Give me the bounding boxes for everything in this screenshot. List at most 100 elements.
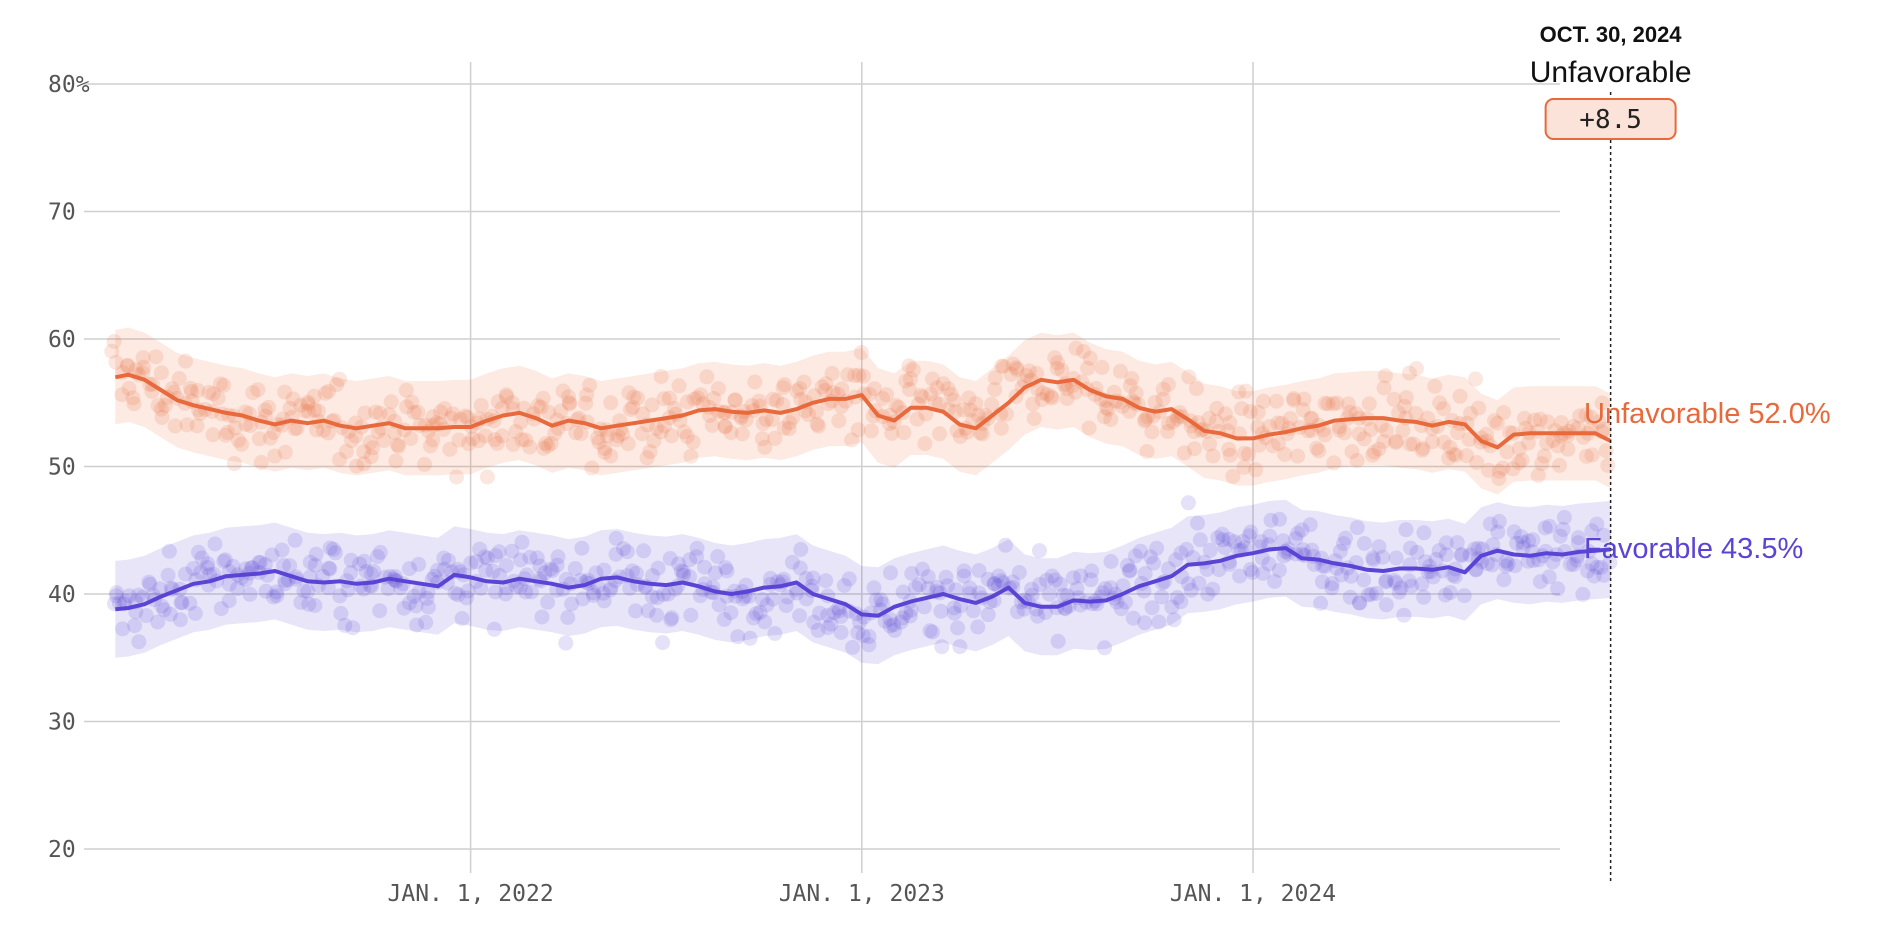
poll-dot xyxy=(1495,460,1511,476)
poll-dot xyxy=(784,554,800,570)
poll-dot xyxy=(358,564,374,579)
poll-dot xyxy=(1584,556,1600,572)
poll-dot xyxy=(504,395,520,411)
poll-dot xyxy=(370,549,385,565)
poll-dot xyxy=(895,584,911,600)
poll-dot xyxy=(965,603,981,619)
poll-dot xyxy=(1340,396,1356,412)
poll-dot xyxy=(1155,381,1171,397)
poll-dot xyxy=(1331,419,1347,435)
poll-dot xyxy=(1356,431,1372,447)
poll-dot xyxy=(1019,367,1035,383)
poll-dot xyxy=(1409,361,1424,376)
poll-dot xyxy=(1469,455,1485,471)
poll-dot xyxy=(891,399,907,415)
poll-dot xyxy=(220,424,235,440)
poll-dot xyxy=(126,396,142,412)
poll-dot xyxy=(948,582,964,598)
poll-dot xyxy=(1117,594,1133,610)
poll-dot xyxy=(1155,391,1171,407)
poll-dot xyxy=(1302,517,1318,533)
poll-dot xyxy=(1262,528,1278,544)
poll-dot xyxy=(808,404,824,420)
poll-dot xyxy=(380,581,396,597)
poll-dot xyxy=(1290,448,1306,464)
poll-dot xyxy=(1507,558,1523,574)
poll-dot xyxy=(1484,557,1500,573)
poll-dot xyxy=(558,571,574,587)
poll-dot xyxy=(1600,457,1616,473)
poll-dot xyxy=(1371,441,1387,457)
poll-dot xyxy=(588,565,604,581)
poll-dot xyxy=(1139,444,1155,459)
poll-dot xyxy=(437,401,452,417)
poll-dot xyxy=(1375,549,1391,565)
poll-dot xyxy=(888,398,904,413)
poll-dot xyxy=(1029,365,1045,381)
poll-dot xyxy=(810,622,826,638)
poll-dot xyxy=(719,563,735,579)
poll-dot xyxy=(1186,441,1202,457)
poll-dot xyxy=(1324,580,1340,596)
poll-dot xyxy=(1596,421,1612,437)
poll-dot xyxy=(602,582,618,598)
poll-dot xyxy=(742,630,758,646)
poll-dot xyxy=(971,585,987,601)
poll-dot xyxy=(840,367,856,383)
poll-dot xyxy=(282,558,298,574)
poll-dot xyxy=(1342,589,1358,605)
poll-dot xyxy=(338,444,354,459)
poll-dot xyxy=(457,408,473,424)
poll-dot xyxy=(1471,400,1487,416)
poll-dot xyxy=(121,380,137,396)
poll-dot xyxy=(1403,540,1418,556)
poll-dot xyxy=(1377,368,1393,384)
poll-dot xyxy=(898,605,914,621)
poll-dot xyxy=(1491,471,1507,486)
poll-dot xyxy=(738,412,754,428)
poll-dot xyxy=(781,421,797,437)
poll-dot xyxy=(825,385,841,401)
poll-dot xyxy=(451,432,467,448)
poll-dot xyxy=(615,426,631,442)
poll-dot xyxy=(987,576,1002,592)
poll-dot xyxy=(1431,543,1447,559)
poll-dot xyxy=(920,569,936,585)
poll-dot xyxy=(1201,410,1217,426)
poll-dot xyxy=(154,598,170,614)
end-label-favorable: Favorable 43.5% xyxy=(1584,533,1803,565)
poll-dot xyxy=(357,405,373,421)
poll-dot xyxy=(1331,422,1347,438)
poll-dot xyxy=(949,423,965,439)
poll-dot xyxy=(329,377,345,393)
poll-dot xyxy=(689,549,704,565)
poll-dot xyxy=(148,349,164,365)
poll-dot xyxy=(398,382,414,398)
poll-dot xyxy=(363,566,379,582)
poll-dot xyxy=(1376,433,1392,449)
poll-dot xyxy=(578,395,594,411)
poll-dot xyxy=(903,602,919,618)
poll-dot xyxy=(1144,600,1160,616)
poll-dot xyxy=(343,565,359,581)
poll-dot xyxy=(695,396,711,412)
poll-dot xyxy=(1506,524,1522,540)
poll-dot xyxy=(940,381,956,397)
poll-dot xyxy=(1498,558,1514,574)
poll-dot xyxy=(362,434,378,450)
poll-dot xyxy=(332,588,348,604)
poll-dot xyxy=(561,395,577,411)
poll-dot xyxy=(1065,570,1081,586)
poll-dot xyxy=(1021,363,1037,379)
poll-dot xyxy=(1181,369,1197,385)
poll-dot xyxy=(307,557,323,573)
poll-dot xyxy=(759,597,775,613)
poll-dot xyxy=(1500,556,1516,572)
poll-dot xyxy=(993,420,1009,436)
poll-dot xyxy=(535,390,551,406)
poll-dot xyxy=(1511,441,1527,457)
poll-dot xyxy=(1437,587,1453,603)
poll-dot xyxy=(1054,362,1070,378)
poll-dot xyxy=(1227,534,1242,550)
poll-dot xyxy=(1037,605,1053,621)
